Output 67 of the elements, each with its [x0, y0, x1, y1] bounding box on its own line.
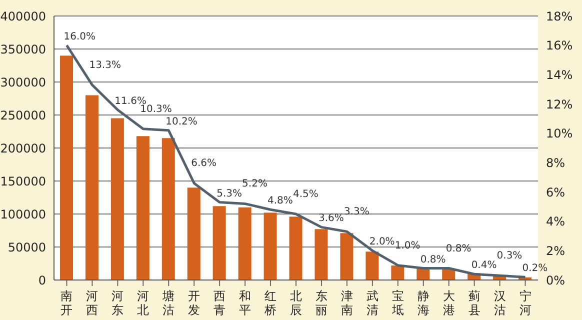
- data-label: 6.6%: [191, 158, 217, 170]
- x-tick-label: 南开: [60, 289, 73, 317]
- y2-tick-label: 2%: [546, 244, 566, 258]
- bar: [391, 265, 404, 280]
- data-label: 10.2%: [166, 116, 198, 128]
- y2-tick-label: 10%: [546, 126, 573, 141]
- x-tick-label: 静海: [417, 289, 430, 317]
- y-tick-label: 250000: [0, 108, 46, 122]
- y-tick-label: 50000: [8, 240, 46, 254]
- data-label: 3.6%: [318, 213, 344, 224]
- data-label: 5.2%: [242, 178, 268, 190]
- data-label: 16.0%: [64, 31, 96, 42]
- y2-tick-label: 14%: [546, 68, 573, 82]
- x-tick-label: 东丽: [315, 289, 328, 317]
- x-tick-label: 大港: [442, 289, 455, 317]
- y-tick-label: 0: [38, 273, 46, 288]
- data-label: 5.3%: [216, 188, 242, 200]
- bar: [314, 229, 328, 280]
- data-label: 0.4%: [471, 260, 497, 272]
- bar: [162, 138, 175, 280]
- y2-tick-label: 8%: [546, 156, 566, 170]
- bar: [264, 212, 277, 280]
- data-label: 0.2%: [522, 263, 548, 274]
- y-tick-label: 350000: [0, 42, 46, 56]
- data-label: 10.3%: [140, 104, 172, 115]
- y-tick-label: 400000: [0, 9, 46, 24]
- bar: [60, 56, 73, 280]
- bar: [289, 216, 302, 280]
- bar: [340, 233, 354, 280]
- x-tick-label: 北辰: [290, 289, 302, 317]
- x-tick-label: 河东: [112, 289, 124, 317]
- y2-tick-label: 0%: [546, 273, 566, 288]
- data-label: 13.3%: [89, 60, 121, 71]
- x-tick-label: 宁河: [519, 289, 532, 317]
- bar: [110, 118, 124, 280]
- bar: [85, 95, 98, 280]
- x-tick-label: 宝坻: [390, 289, 404, 317]
- y2-tick-label: 12%: [546, 97, 573, 112]
- data-label: 0.3%: [496, 250, 522, 262]
- y2-tick-label: 6%: [546, 185, 566, 200]
- bar: [187, 188, 200, 280]
- x-tick-label: 河北: [137, 289, 150, 317]
- y-tick-label: 200000: [0, 141, 46, 156]
- y2-tick-label: 18%: [546, 9, 573, 24]
- bar: [366, 252, 379, 280]
- bar: [212, 206, 226, 280]
- x-tick-label: 津南: [340, 289, 353, 317]
- y-tick-label: 150000: [0, 174, 46, 188]
- x-tick-label: 蓟县: [468, 289, 480, 317]
- x-tick-label: 红桥: [264, 289, 277, 317]
- data-label: 0.8%: [420, 254, 446, 266]
- x-tick-label: 汉沽: [494, 289, 506, 317]
- x-tick-label: 和平: [239, 289, 252, 317]
- x-tick-label: 塘沽: [162, 289, 175, 317]
- data-label: 4.5%: [293, 189, 318, 200]
- x-tick-label: 西青: [214, 289, 226, 317]
- data-label: 2.0%: [369, 236, 395, 248]
- data-label: 4.8%: [268, 196, 293, 207]
- y2-tick-label: 4%: [546, 214, 566, 229]
- x-tick-label: 武清: [366, 289, 378, 317]
- bar: [238, 207, 252, 280]
- x-tick-label: 河西: [86, 289, 98, 317]
- y-tick-label: 100000: [0, 207, 46, 222]
- x-tick-label: 开发: [188, 289, 200, 317]
- y-tick-label: 300000: [0, 75, 46, 90]
- y2-tick-label: 16%: [546, 38, 573, 53]
- bar: [136, 136, 150, 280]
